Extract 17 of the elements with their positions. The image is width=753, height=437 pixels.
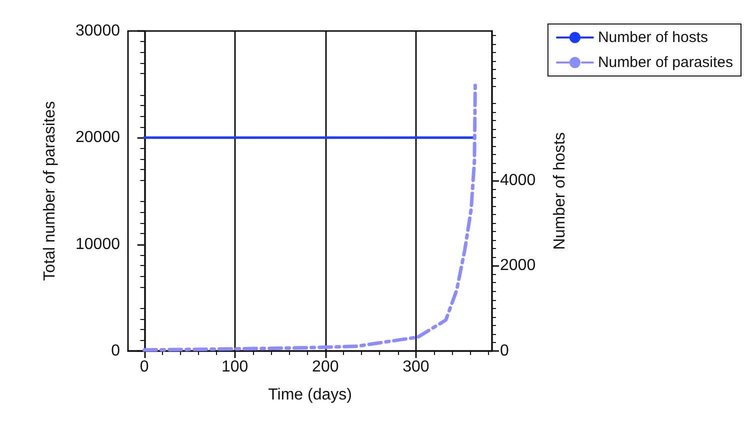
y2-axis-title: Number of hosts — [552, 132, 568, 250]
y2-tick-label: 4000 — [500, 172, 536, 189]
x-tick-label: 200 — [312, 358, 339, 376]
y-tick-label: 10000 — [76, 236, 120, 253]
y-tick-label: 0 — [111, 342, 120, 360]
y2-tick-label: 2000 — [500, 257, 536, 274]
x-tick-label: 0 — [140, 358, 149, 376]
x-tick-label: 100 — [221, 358, 248, 376]
y-tick-label: 20000 — [76, 129, 120, 146]
y-tick-label: 30000 — [76, 22, 120, 40]
y-axis-title: Total number of parasites — [42, 101, 58, 281]
x-tick-label: 300 — [402, 358, 430, 376]
y2-tick-label: 0 — [500, 342, 509, 360]
legend-label: Number of parasites — [598, 54, 734, 71]
legend-label: Number of hosts — [598, 29, 708, 46]
line-series — [142, 82, 477, 352]
x-axis-title: Time (days) — [268, 386, 352, 404]
